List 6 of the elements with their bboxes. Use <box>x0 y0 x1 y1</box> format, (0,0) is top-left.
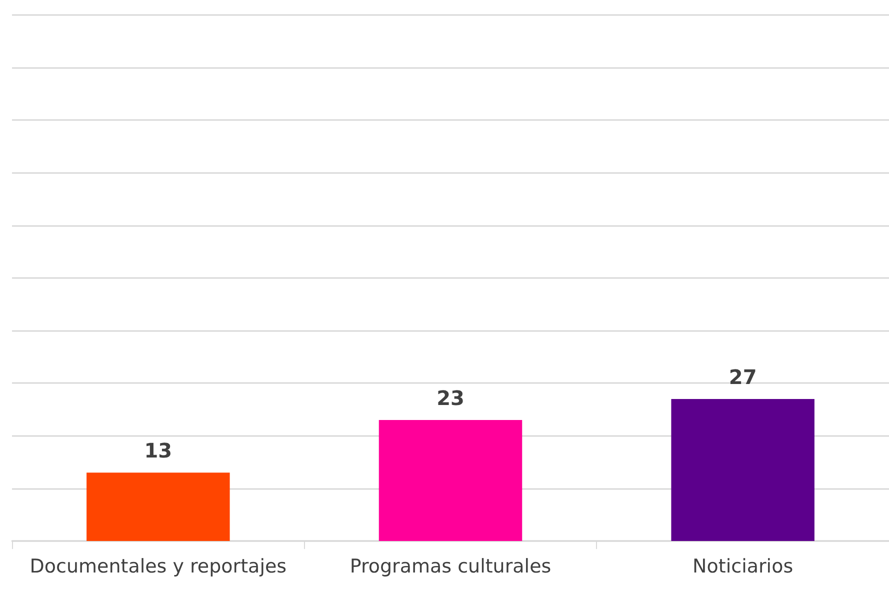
data-label: 27 <box>728 364 757 389</box>
x-tick-label: Noticiarios <box>692 556 794 578</box>
x-tick-label: Programas culturales <box>350 556 552 578</box>
data-label: 13 <box>144 438 172 463</box>
x-tick-label: Documentales y reportajes <box>30 556 287 578</box>
data-label: 23 <box>436 386 464 410</box>
